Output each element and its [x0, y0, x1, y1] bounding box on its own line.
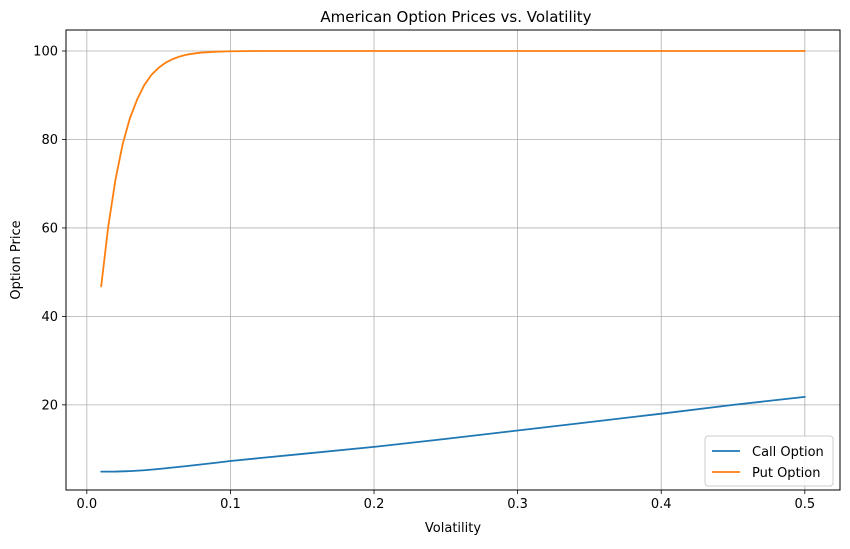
- x-tick-label: 0.5: [794, 497, 815, 512]
- y-axis-label: Option Price: [9, 220, 24, 299]
- x-axis-label: Volatility: [425, 521, 481, 536]
- series-line-call-option: [100, 395, 806, 473]
- x-tick-label: 0.0: [76, 497, 97, 512]
- plot-frame: [65, 29, 841, 491]
- series-layer: [100, 50, 806, 473]
- y-tick-label: 60: [41, 221, 58, 236]
- grid: [66, 30, 840, 490]
- x-tick-label: 0.1: [220, 497, 241, 512]
- y-tick-label: 100: [33, 45, 58, 60]
- x-tick-label: 0.4: [651, 497, 672, 512]
- chart-title: American Option Prices vs. Volatility: [320, 8, 591, 26]
- x-tick-label: 0.3: [507, 497, 528, 512]
- ticks: 0.0 0.1 0.2 0.3 0.4 0.5 20 40 60 80 100: [33, 45, 815, 512]
- legend: Call Option Put Option: [704, 435, 834, 487]
- legend-label-call-option: Call Option: [752, 445, 824, 460]
- y-tick-label: 40: [41, 310, 58, 325]
- series-line-put-option: [100, 50, 806, 288]
- legend-box: [704, 435, 834, 487]
- y-tick-label: 20: [41, 398, 58, 413]
- legend-label-put-option: Put Option: [752, 466, 820, 481]
- y-tick-label: 80: [41, 133, 58, 148]
- x-tick-label: 0.2: [364, 497, 385, 512]
